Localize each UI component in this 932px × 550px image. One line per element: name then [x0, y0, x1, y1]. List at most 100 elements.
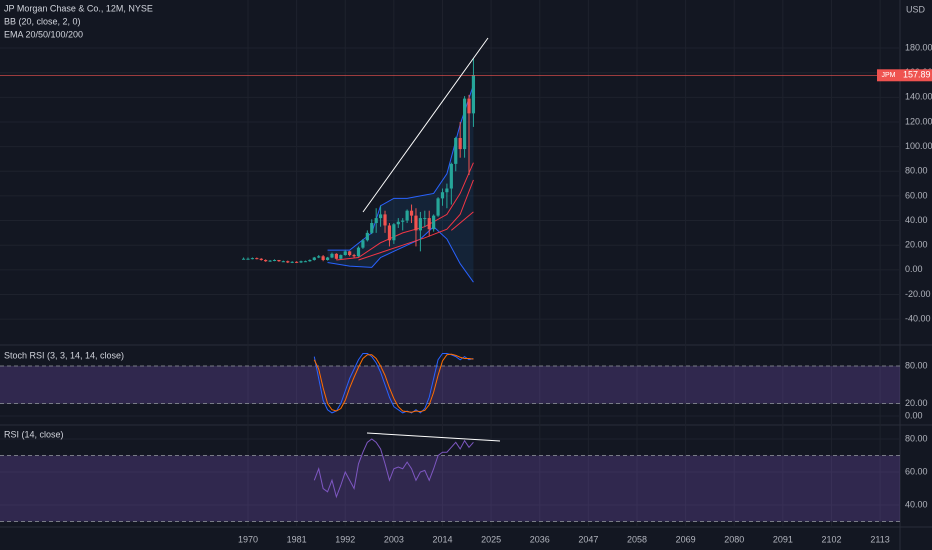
y-tick-label: 20.00: [905, 240, 928, 250]
candle-body: [370, 223, 374, 233]
x-tick-label: 2113: [870, 534, 889, 544]
grid: [0, 0, 900, 527]
candle-body: [321, 256, 325, 260]
price-label: 157.89: [903, 70, 931, 80]
band-fill: [0, 455, 900, 522]
candle-body: [467, 98, 471, 114]
candle-body: [277, 259, 281, 262]
candle-body: [471, 75, 476, 114]
candle-body: [348, 251, 352, 256]
candle-body: [423, 218, 427, 220]
candle-body: [440, 192, 445, 199]
candle-body: [264, 259, 268, 262]
candle-body: [290, 261, 294, 263]
pane-title: Stoch RSI (3, 3, 14, 14, close): [4, 350, 124, 360]
candle-body: [356, 247, 361, 257]
x-tick-label: 2047: [578, 534, 598, 544]
y-tick-label: 120.00: [905, 116, 932, 126]
candle-body: [436, 198, 440, 216]
candle-body: [383, 214, 387, 226]
candle-body: [268, 260, 272, 262]
x-tick-label: 2069: [676, 534, 696, 544]
candle-body: [241, 258, 246, 260]
candle-body: [330, 253, 334, 258]
indicator-line: [313, 353, 474, 413]
candle-body: [246, 258, 250, 260]
x-tick-label: 2036: [530, 534, 550, 544]
ema-line: [336, 162, 474, 261]
x-tick-label: 2058: [627, 534, 647, 544]
y-tick-label: -20.00: [905, 289, 931, 299]
candle-body: [392, 224, 396, 241]
chart-title: JP Morgan Chase & Co., 12M, NYSE: [4, 3, 153, 13]
indicator-label: EMA 20/50/100/200: [4, 29, 83, 39]
candle-body: [401, 220, 405, 222]
plot: [0, 57, 932, 499]
ema-line: [358, 179, 474, 261]
x-tick-label: 2014: [432, 534, 452, 544]
y-tick-label: 80.00: [905, 360, 928, 370]
candle-body: [458, 138, 462, 150]
candle-body: [339, 255, 343, 259]
candle-body: [409, 210, 414, 216]
candle-body: [445, 188, 449, 193]
candle-body: [449, 163, 453, 189]
trend-line: [362, 37, 489, 213]
ema-line: [451, 211, 474, 231]
candle-body: [317, 256, 321, 258]
candle-body: [303, 261, 308, 263]
candle-body: [299, 261, 303, 263]
candle-body: [295, 261, 299, 263]
candle-body: [259, 258, 263, 260]
candle-body: [286, 261, 290, 263]
trend-line: [366, 432, 501, 442]
candle-body: [255, 258, 259, 260]
candle-body: [272, 259, 277, 261]
candle-body: [396, 221, 400, 225]
y-tick-label: 60.00: [905, 466, 928, 476]
y-tick-label: 180.00: [905, 42, 932, 52]
symbol-label: JPM: [882, 72, 896, 79]
candle-body: [374, 218, 378, 224]
candle-body: [281, 261, 285, 263]
x-tick-label: 1992: [335, 534, 355, 544]
candle-body: [365, 232, 369, 241]
candle-body: [432, 215, 436, 230]
x-tick-label: 2102: [821, 534, 841, 544]
candle-body: [387, 225, 392, 241]
x-tick-label: 2091: [773, 534, 793, 544]
bollinger-lower: [327, 226, 474, 283]
symbol-tag: [877, 69, 900, 82]
candle-body: [414, 215, 418, 231]
price-tag: [900, 69, 932, 82]
y-tick-label: 40.00: [905, 499, 928, 509]
candle-body: [418, 218, 422, 231]
candle-body: [334, 253, 338, 259]
candle-body: [308, 259, 312, 262]
candle-body: [343, 251, 347, 256]
candle-body: [361, 240, 365, 248]
candle-body: [427, 218, 431, 230]
x-tick-label: 2003: [384, 534, 404, 544]
candle-body: [454, 138, 458, 164]
candle-body: [462, 98, 467, 150]
x-tick-label: 1981: [287, 534, 307, 544]
x-tick-label: 2080: [724, 534, 744, 544]
y-tick-label: 0.00: [905, 264, 923, 274]
candle-body: [405, 210, 409, 221]
band-fill: [0, 366, 900, 404]
bollinger-upper: [327, 84, 474, 251]
indicator-line: [313, 353, 474, 414]
y-tick-label: 100.00: [905, 141, 932, 151]
candle-body: [325, 257, 330, 260]
candle-body: [312, 257, 316, 260]
candle-body: [378, 214, 383, 219]
x-tick-label: 2025: [481, 534, 501, 544]
y-tick-label: -40.00: [905, 314, 931, 324]
y-tick-label: 40.00: [905, 215, 928, 225]
y-tick-label: 60.00: [905, 190, 928, 200]
y-tick-label: 140.00: [905, 92, 932, 102]
band-fill: [327, 85, 474, 283]
pane-title: RSI (14, close): [4, 429, 64, 439]
